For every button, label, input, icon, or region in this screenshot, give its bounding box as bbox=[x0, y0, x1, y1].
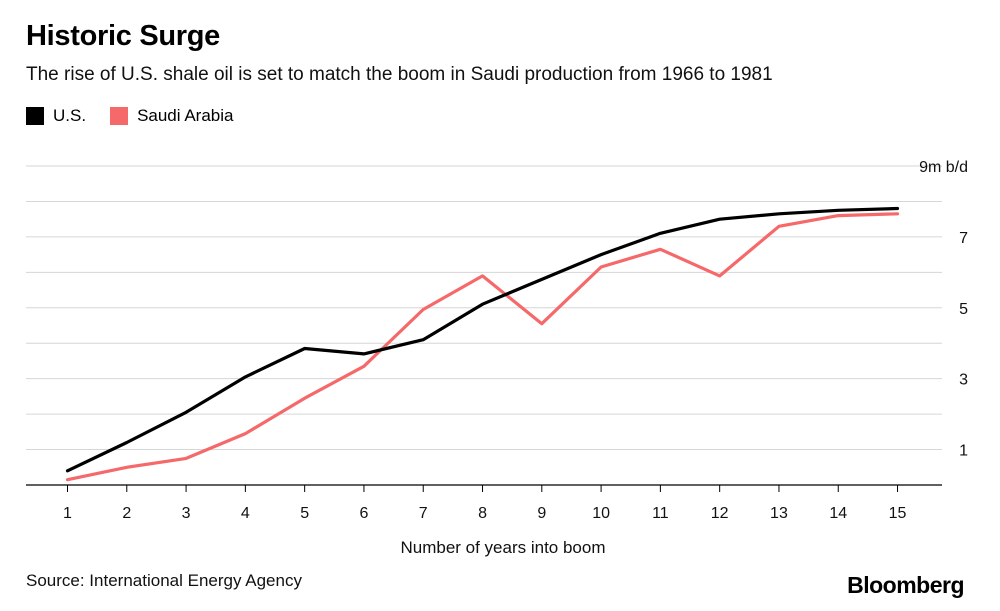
x-tick-label: 4 bbox=[241, 505, 250, 522]
y-tick-label: 7 bbox=[959, 230, 968, 247]
chart-title: Historic Surge bbox=[26, 20, 221, 52]
x-tick-label: 15 bbox=[889, 505, 907, 522]
legend-label-saudi-arabia: Saudi Arabia bbox=[137, 106, 234, 125]
y-axis-unit-label: 9m b/d bbox=[919, 159, 968, 176]
x-tick-label: 8 bbox=[478, 505, 487, 522]
gridlines bbox=[26, 165, 942, 451]
x-tick-label: 12 bbox=[711, 505, 729, 522]
source-note: Source: International Energy Agency bbox=[26, 571, 302, 590]
x-tick-label: 6 bbox=[359, 505, 368, 522]
x-tick-label: 5 bbox=[300, 505, 309, 522]
brand-logo: Bloomberg bbox=[847, 572, 964, 598]
legend-swatch-saudi-arabia bbox=[110, 107, 129, 125]
y-axis: 1 3 5 7 9m b/d bbox=[919, 159, 968, 460]
x-tick-label: 7 bbox=[419, 505, 428, 522]
series-lines bbox=[65, 206, 900, 482]
legend: U.S. Saudi Arabia bbox=[26, 106, 257, 126]
chart-subtitle: The rise of U.S. shale oil is set to mat… bbox=[26, 64, 773, 85]
x-axis-title: Number of years into boom bbox=[400, 538, 605, 557]
legend-item-us: U.S. bbox=[26, 106, 86, 126]
legend-item-saudi-arabia: Saudi Arabia bbox=[110, 106, 233, 126]
series-line-us bbox=[65, 206, 900, 473]
x-tick-label: 3 bbox=[182, 505, 191, 522]
legend-swatch-us bbox=[26, 107, 44, 125]
x-tick-label: 1 bbox=[63, 505, 72, 522]
x-tick-label: 10 bbox=[592, 505, 610, 522]
y-tick-label: 3 bbox=[959, 372, 968, 389]
x-tick-label: 14 bbox=[829, 505, 847, 522]
x-tick-label: 2 bbox=[122, 505, 131, 522]
x-tick-label: 9 bbox=[537, 505, 546, 522]
x-tick-label: 13 bbox=[770, 505, 788, 522]
legend-label-us: U.S. bbox=[53, 106, 87, 125]
series-line-saudi-arabia bbox=[65, 212, 900, 482]
y-tick-label: 1 bbox=[959, 443, 968, 460]
y-tick-label: 5 bbox=[959, 301, 968, 318]
x-tick-label: 11 bbox=[652, 505, 669, 522]
